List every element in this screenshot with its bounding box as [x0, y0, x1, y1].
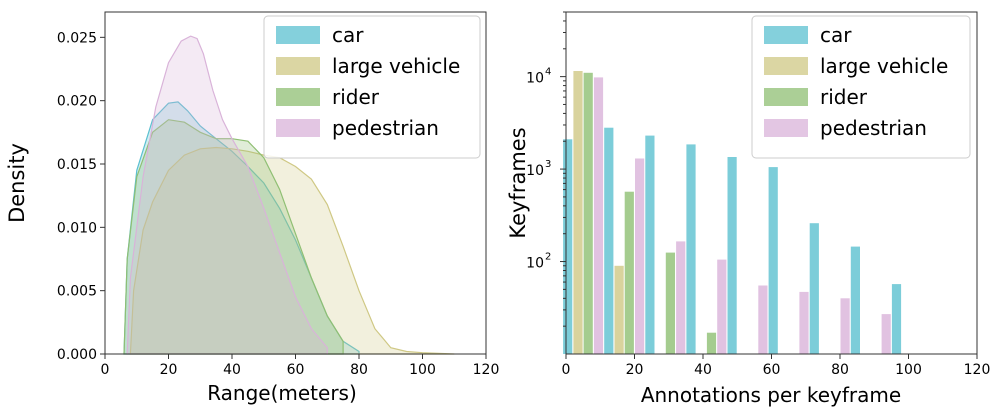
density-legend-label-rider: rider — [332, 85, 380, 109]
density-legend-label-large-vehicle: large vehicle — [332, 54, 460, 78]
bar-car-101 — [891, 284, 902, 354]
density-y-ticks: 0.000 0.005 0.010 0.015 0.020 0.025 — [57, 30, 105, 363]
keyframes-x-tick-label: 80 — [831, 362, 849, 378]
keyframes-legend-label-car: car — [820, 23, 852, 47]
keyframes-legend-swatch-large-vehicle — [764, 57, 808, 75]
bar-pedestrian-89 — [881, 314, 891, 354]
density-legend-swatch-car — [276, 26, 320, 44]
bar-rider-17 — [624, 191, 634, 354]
bar-pedestrian-77 — [840, 298, 850, 354]
density-x-tick-label: 120 — [473, 362, 500, 378]
bar-car-17 — [604, 127, 614, 354]
keyframes-legend-swatch-rider — [764, 88, 808, 106]
density-x-tick-label: 80 — [350, 362, 368, 378]
bar-car-65 — [768, 167, 778, 354]
bar-car-41 — [686, 144, 696, 354]
density-legend-swatch-pedestrian — [276, 119, 320, 137]
keyframes-legend-swatch-car — [764, 26, 808, 44]
keyframes-y-tick-exponent: 3 — [545, 159, 551, 170]
bar-large-vehicle-5 — [573, 71, 583, 354]
keyframes-legend-label-rider: rider — [820, 85, 868, 109]
keyframes-legend-swatch-pedestrian — [764, 119, 808, 137]
density-x-tick-label: 0 — [101, 362, 110, 378]
bar-car-5 — [563, 139, 573, 354]
keyframes-y-axis-label: Keyframes — [506, 127, 530, 238]
density-area-large-vehicle — [129, 146, 455, 355]
keyframes-x-tick-label: 120 — [964, 362, 991, 378]
density-y-tick-label: 0.015 — [57, 157, 97, 173]
density-y-tick-label: 0.025 — [57, 30, 97, 46]
keyframes-x-tick-label: 40 — [694, 362, 712, 378]
keyframes-y-tick-exponent: 4 — [545, 67, 551, 78]
density-x-axis-label: Range(meters) — [207, 381, 357, 405]
density-legend-swatch-rider — [276, 88, 320, 106]
keyframes-y-tick-label: 10 — [526, 163, 544, 179]
keyframes-x-axis-label: Annotations per keyframe — [641, 383, 901, 407]
density-legend-label-pedestrian: pedestrian — [332, 116, 439, 140]
bar-car-29 — [645, 135, 655, 354]
density-x-tick-label: 40 — [223, 362, 241, 378]
keyframes-x-tick-label: 60 — [763, 362, 781, 378]
bar-pedestrian-65 — [799, 291, 809, 354]
bar-rider-41 — [706, 332, 717, 354]
keyframes-x-tick-label: 100 — [895, 362, 922, 378]
bar-pedestrian-29 — [676, 241, 686, 354]
density-y-tick-label: 0.005 — [57, 284, 97, 300]
bar-pedestrian-5 — [593, 77, 604, 355]
density-x-ticks: 0 20 40 60 80 100 120 — [101, 354, 500, 378]
density-y-axis-label: Density — [5, 143, 29, 223]
density-y-tick-label: 0.020 — [57, 94, 97, 110]
keyframes-y-tick-label: 10 — [526, 256, 544, 272]
density-x-tick-label: 100 — [409, 362, 436, 378]
keyframes-x-tick-label: 0 — [562, 362, 571, 378]
density-area-pedestrian — [126, 35, 328, 355]
bar-car-77 — [809, 223, 819, 354]
bar-pedestrian-17 — [635, 158, 645, 354]
keyframes-x-tick-label: 20 — [626, 362, 644, 378]
keyframes-bars — [563, 71, 902, 355]
density-chart: 0 20 40 60 80 100 120 0.000 0.005 0.010 0.015 0.02… — [5, 11, 500, 405]
density-legend-swatch-large-vehicle — [276, 57, 320, 75]
keyframes-legend-label-pedestrian: pedestrian — [820, 116, 927, 140]
density-legend: car large vehicle rider pedestrian — [263, 15, 481, 159]
keyframes-x-ticks: 0 20 40 60 80 100 120 — [562, 354, 991, 378]
bar-rider-29 — [665, 252, 675, 354]
keyframes-y-tick-label: 10 — [526, 71, 544, 87]
keyframes-legend: car large vehicle rider pedestrian — [751, 15, 971, 159]
bar-car-53 — [727, 157, 737, 354]
density-x-tick-label: 20 — [160, 362, 178, 378]
density-y-tick-label: 0.010 — [57, 220, 97, 236]
bar-large-vehicle-17 — [614, 265, 624, 354]
bar-pedestrian-53 — [758, 285, 768, 354]
keyframes-legend-label-large-vehicle: large vehicle — [820, 54, 948, 78]
bar-car-89 — [850, 246, 860, 354]
density-legend-label-car: car — [332, 23, 364, 47]
bar-rider-5 — [583, 72, 593, 355]
keyframes-y-tick-exponent: 2 — [545, 252, 551, 263]
density-x-tick-label: 60 — [287, 362, 305, 378]
density-areas — [123, 35, 455, 355]
density-y-tick-label: 0.000 — [57, 347, 97, 363]
bar-pedestrian-41 — [717, 259, 727, 354]
